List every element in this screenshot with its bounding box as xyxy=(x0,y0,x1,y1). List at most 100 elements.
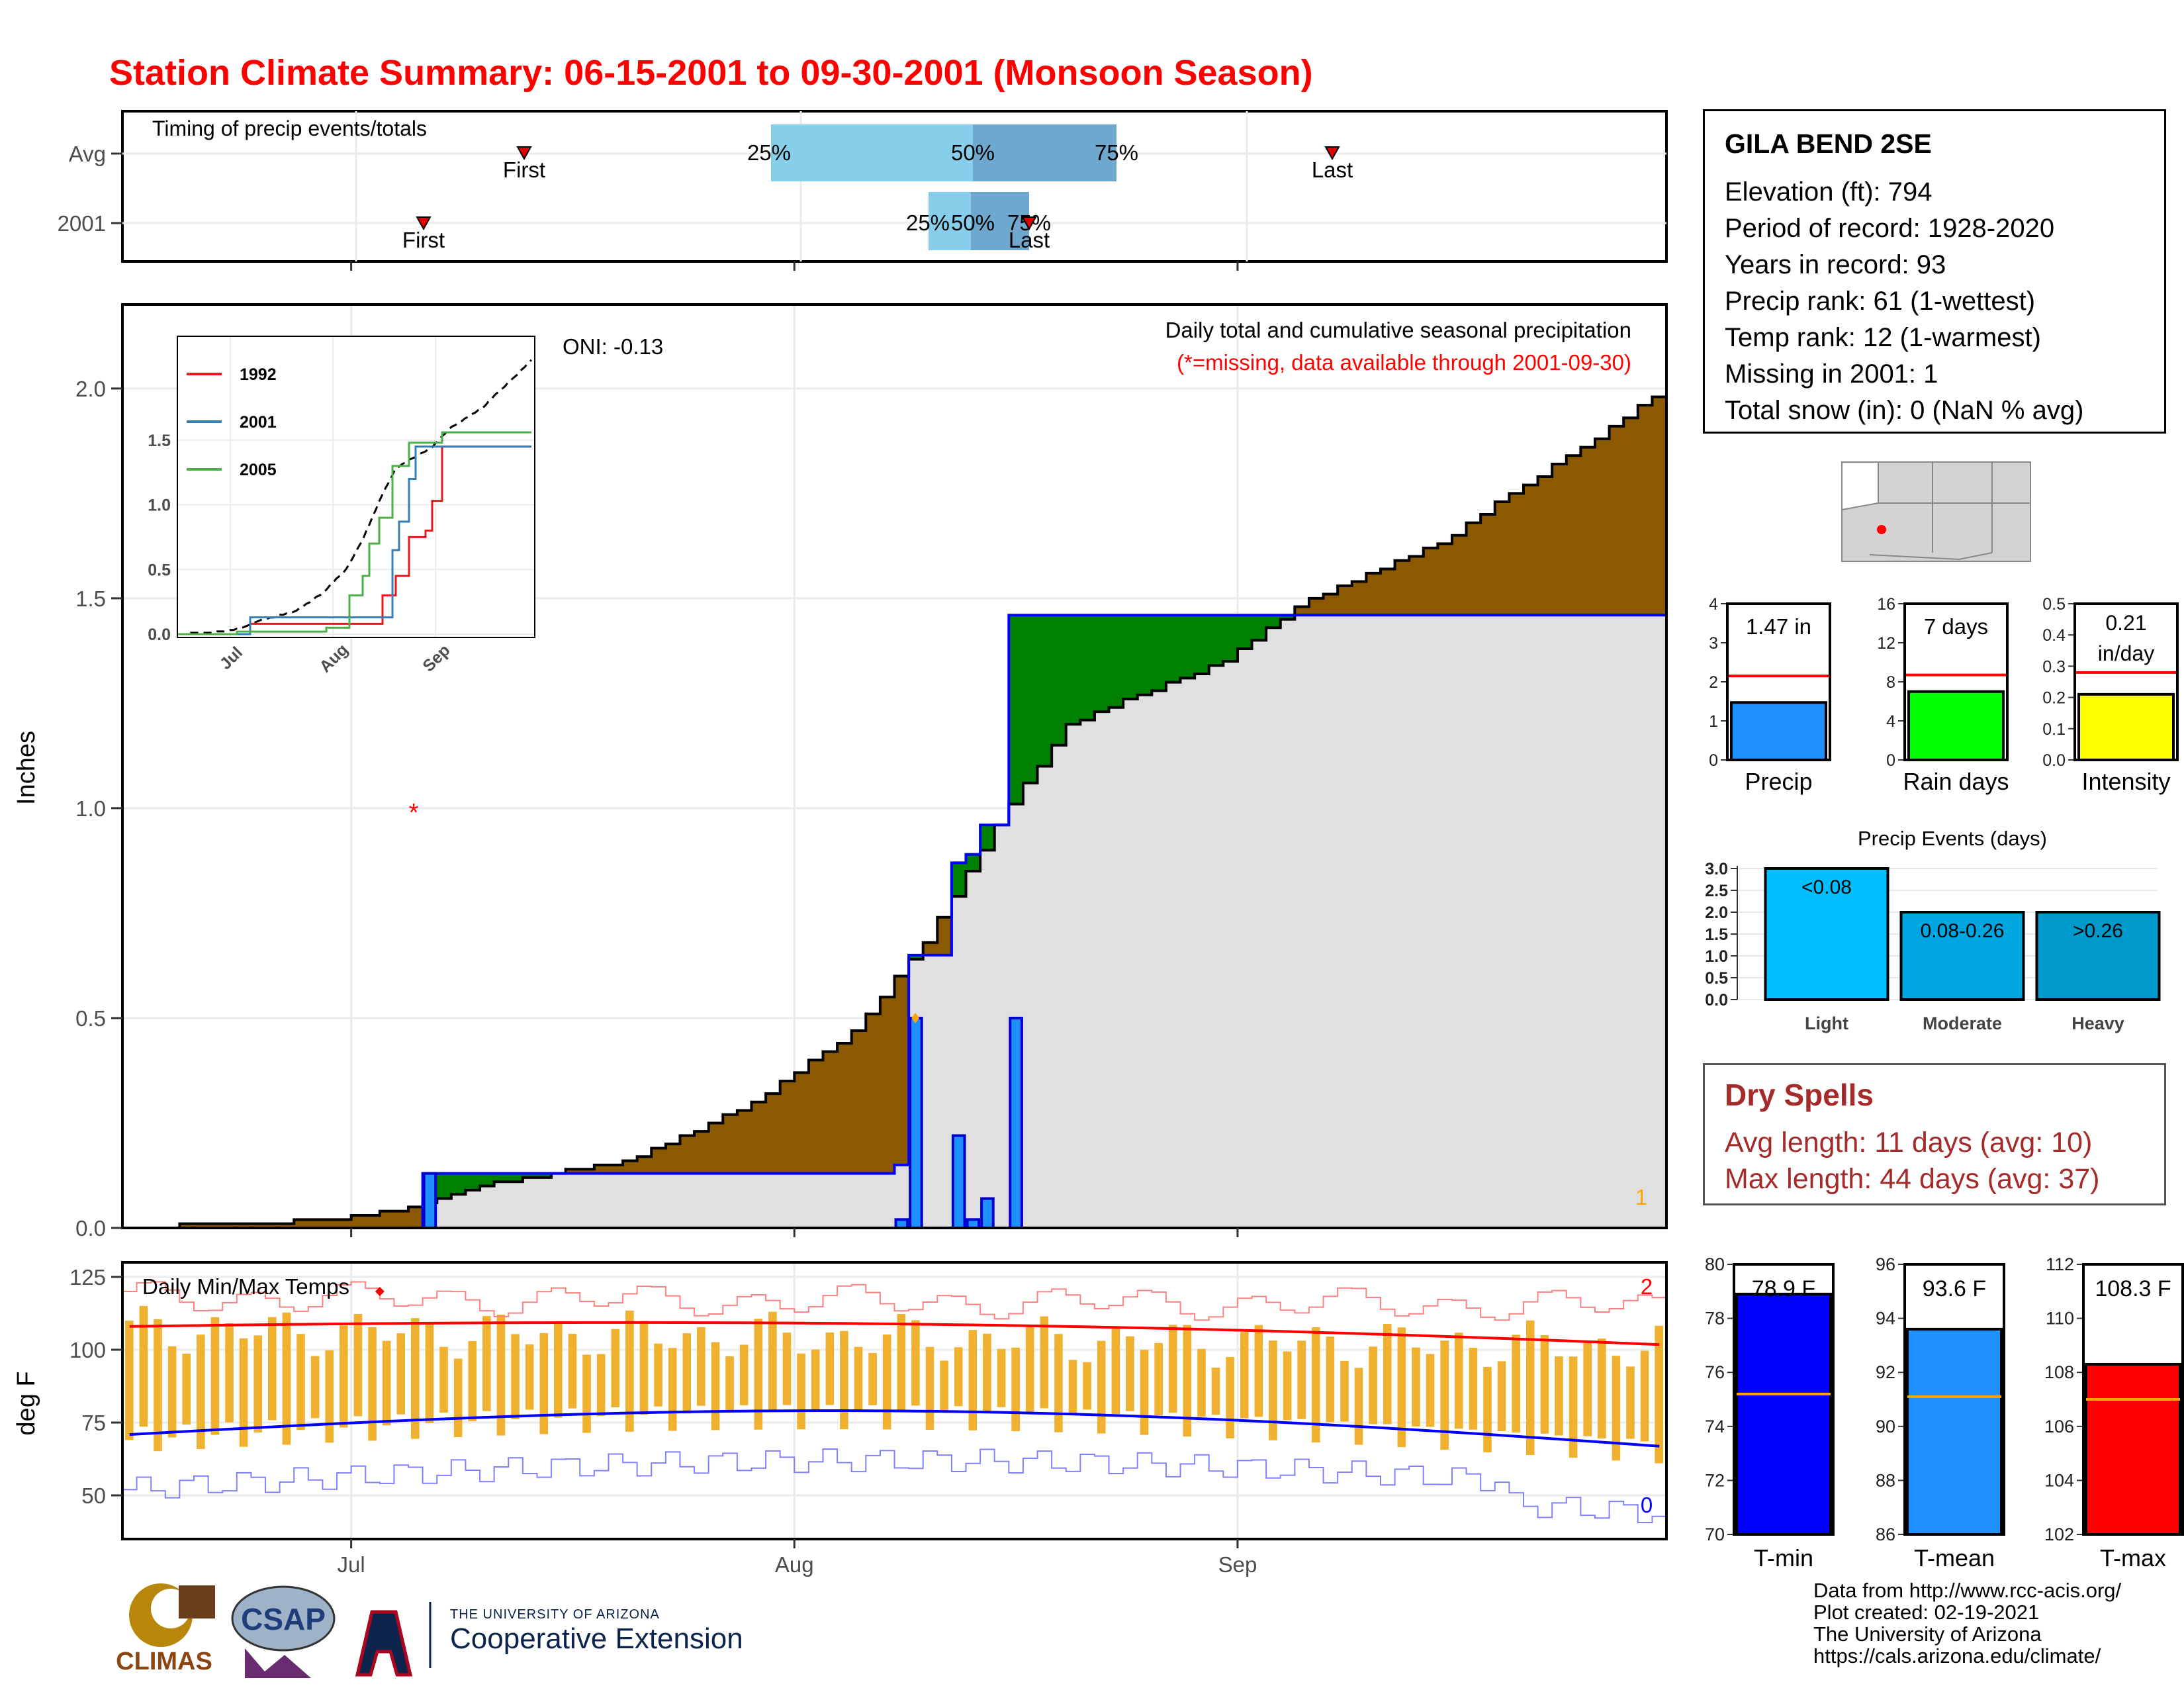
temp-summary-ytick-label: 90 xyxy=(1876,1417,1895,1436)
summary-ytick-label: 0 xyxy=(1886,751,1895,770)
deficit-fill xyxy=(1594,438,1610,616)
daily-temp-bar xyxy=(1583,1340,1592,1436)
avg-last-label: Last xyxy=(1312,158,1353,182)
daily-temp-bar xyxy=(668,1348,677,1431)
record-low-line xyxy=(122,1448,1666,1524)
precip-ytick-label: 1.0 xyxy=(75,796,106,821)
temp-summary-ytick-label: 80 xyxy=(1705,1254,1725,1274)
surplus-fill xyxy=(1037,615,1052,767)
deficit-fill xyxy=(408,1207,424,1228)
ua-small-text: THE UNIVERSITY OF ARIZONA xyxy=(450,1607,660,1622)
surplus-fill xyxy=(1023,615,1038,783)
deficit-fill xyxy=(1637,405,1653,616)
daily-temp-bar xyxy=(1254,1325,1263,1417)
temp-summary-ytick-label: 94 xyxy=(1876,1309,1895,1329)
summary-ytick-label: 4 xyxy=(1709,595,1718,614)
record-high-line xyxy=(122,1281,1666,1321)
daily-temp-bar xyxy=(925,1346,934,1430)
daily-temp-bar xyxy=(1540,1335,1549,1434)
timing-row-avg: Avg xyxy=(69,142,106,166)
deficit-fill xyxy=(751,1102,766,1174)
station-snow: Total snow (in): 0 (NaN % avg) xyxy=(1725,396,2084,425)
daily-precip-bar xyxy=(1009,1016,1023,1230)
daily-temp-bar xyxy=(1412,1347,1420,1427)
station-temp-rank: Temp rank: 12 (1-warmest) xyxy=(1725,323,2041,352)
inset-ytick-label: 1.0 xyxy=(148,496,171,515)
deficit-fill xyxy=(1451,535,1467,616)
daily-temp-bar xyxy=(1183,1325,1192,1437)
y2001-p50-label: 50% xyxy=(951,211,995,235)
deficit-fill xyxy=(1509,493,1524,616)
summary-value-label: 1.47 in xyxy=(1746,614,1811,639)
events-bar-light xyxy=(1764,867,1889,1001)
precip-ytick-label: 2.0 xyxy=(75,377,106,401)
daily-temp-bar xyxy=(1512,1335,1520,1433)
daily-temp-bar xyxy=(897,1314,906,1411)
avg-p25-label: 25% xyxy=(747,140,791,165)
daily-precip-bar xyxy=(951,1134,966,1229)
surplus-fill xyxy=(980,825,995,851)
deficit-fill xyxy=(651,1148,666,1174)
temp-summary-label: T-min xyxy=(1754,1544,1813,1571)
ua-logo xyxy=(355,1602,432,1677)
deficit-fill xyxy=(379,1211,394,1228)
deficit-fill xyxy=(923,942,938,955)
daily-temp-bar xyxy=(167,1346,177,1438)
deficit-fill xyxy=(851,1030,866,1174)
surplus-fill xyxy=(1109,615,1124,708)
deficit-fill xyxy=(780,1081,795,1174)
deficit-fill xyxy=(808,1060,823,1174)
max-precip-marker xyxy=(911,1012,920,1023)
inset-legend-label: 1992 xyxy=(240,365,277,384)
daily-temp-bar xyxy=(697,1327,705,1406)
events-ytick-label: 0.0 xyxy=(1705,991,1728,1009)
daily-temp-bar xyxy=(1025,1327,1034,1413)
surplus-fill xyxy=(1080,615,1095,720)
y2001-first-label: First xyxy=(402,228,445,252)
daily-temp-bar xyxy=(596,1354,606,1417)
surplus-fill xyxy=(1009,615,1024,804)
deficit-fill xyxy=(337,1219,352,1228)
temp-summary-t-max: 102 104 106 108 110 112 108.3 F T-max xyxy=(2044,1254,2184,1571)
daily-temp-bar xyxy=(825,1332,835,1405)
daily-temp-bar xyxy=(840,1331,848,1430)
summary-bar-frame xyxy=(1726,602,1831,761)
daily-temp-bar xyxy=(997,1348,1006,1407)
summary-ytick-label: 0.0 xyxy=(2042,751,2066,770)
deficit-fill xyxy=(222,1223,238,1228)
summary-bar-rain-days: 0 4 8 12 16 7 days Rain days xyxy=(1877,595,2009,795)
events-category-label: Light xyxy=(1805,1013,1848,1033)
temp-summary-ytick-label: 96 xyxy=(1876,1254,1895,1274)
daily-temp-bar xyxy=(1140,1350,1149,1435)
surplus-fill xyxy=(437,1173,452,1199)
summary-ytick-label: 0.3 xyxy=(2042,657,2066,676)
daily-temp-bar xyxy=(1340,1360,1349,1422)
surplus-fill xyxy=(451,1173,466,1195)
temp-summary-ytick-label: 110 xyxy=(2046,1309,2074,1329)
daily-temp-bar xyxy=(1612,1356,1621,1461)
events-category-label: Heavy xyxy=(2071,1013,2124,1033)
daily-temp-bar xyxy=(1369,1346,1377,1425)
surplus-fill xyxy=(909,955,924,960)
daily-temp-bar xyxy=(911,1320,920,1406)
temp-ytick-label: 100 xyxy=(69,1338,106,1362)
temp-count-low: 0 xyxy=(1641,1493,1653,1517)
surplus-fill xyxy=(537,1173,552,1178)
summary-bar-label: Rain days xyxy=(1903,768,2009,795)
temp-summary-ytick-label: 102 xyxy=(2044,1524,2074,1544)
daily-temp-bar xyxy=(268,1317,277,1421)
temp-panel: 50 75 100 125 Daily Min/Max Temps deg F 2 0 xyxy=(13,1261,1668,1540)
summary-ytick-label: 4 xyxy=(1886,712,1895,731)
missing-note: (*=missing, data available through 2001-… xyxy=(1177,350,1631,375)
daily-temp-bar xyxy=(1383,1324,1392,1425)
daily-temp-bar xyxy=(296,1334,305,1430)
deficit-fill xyxy=(1295,606,1310,616)
daily-temp-bar xyxy=(1111,1327,1120,1415)
temp-summary-ytick-label: 72 xyxy=(1705,1470,1725,1490)
daily-temp-bar xyxy=(453,1358,463,1438)
deficit-fill xyxy=(1338,585,1353,616)
daily-temp-bar xyxy=(1426,1354,1435,1427)
daily-temp-bar xyxy=(882,1335,891,1430)
deficit-fill xyxy=(194,1223,209,1228)
surplus-fill xyxy=(1208,615,1224,666)
